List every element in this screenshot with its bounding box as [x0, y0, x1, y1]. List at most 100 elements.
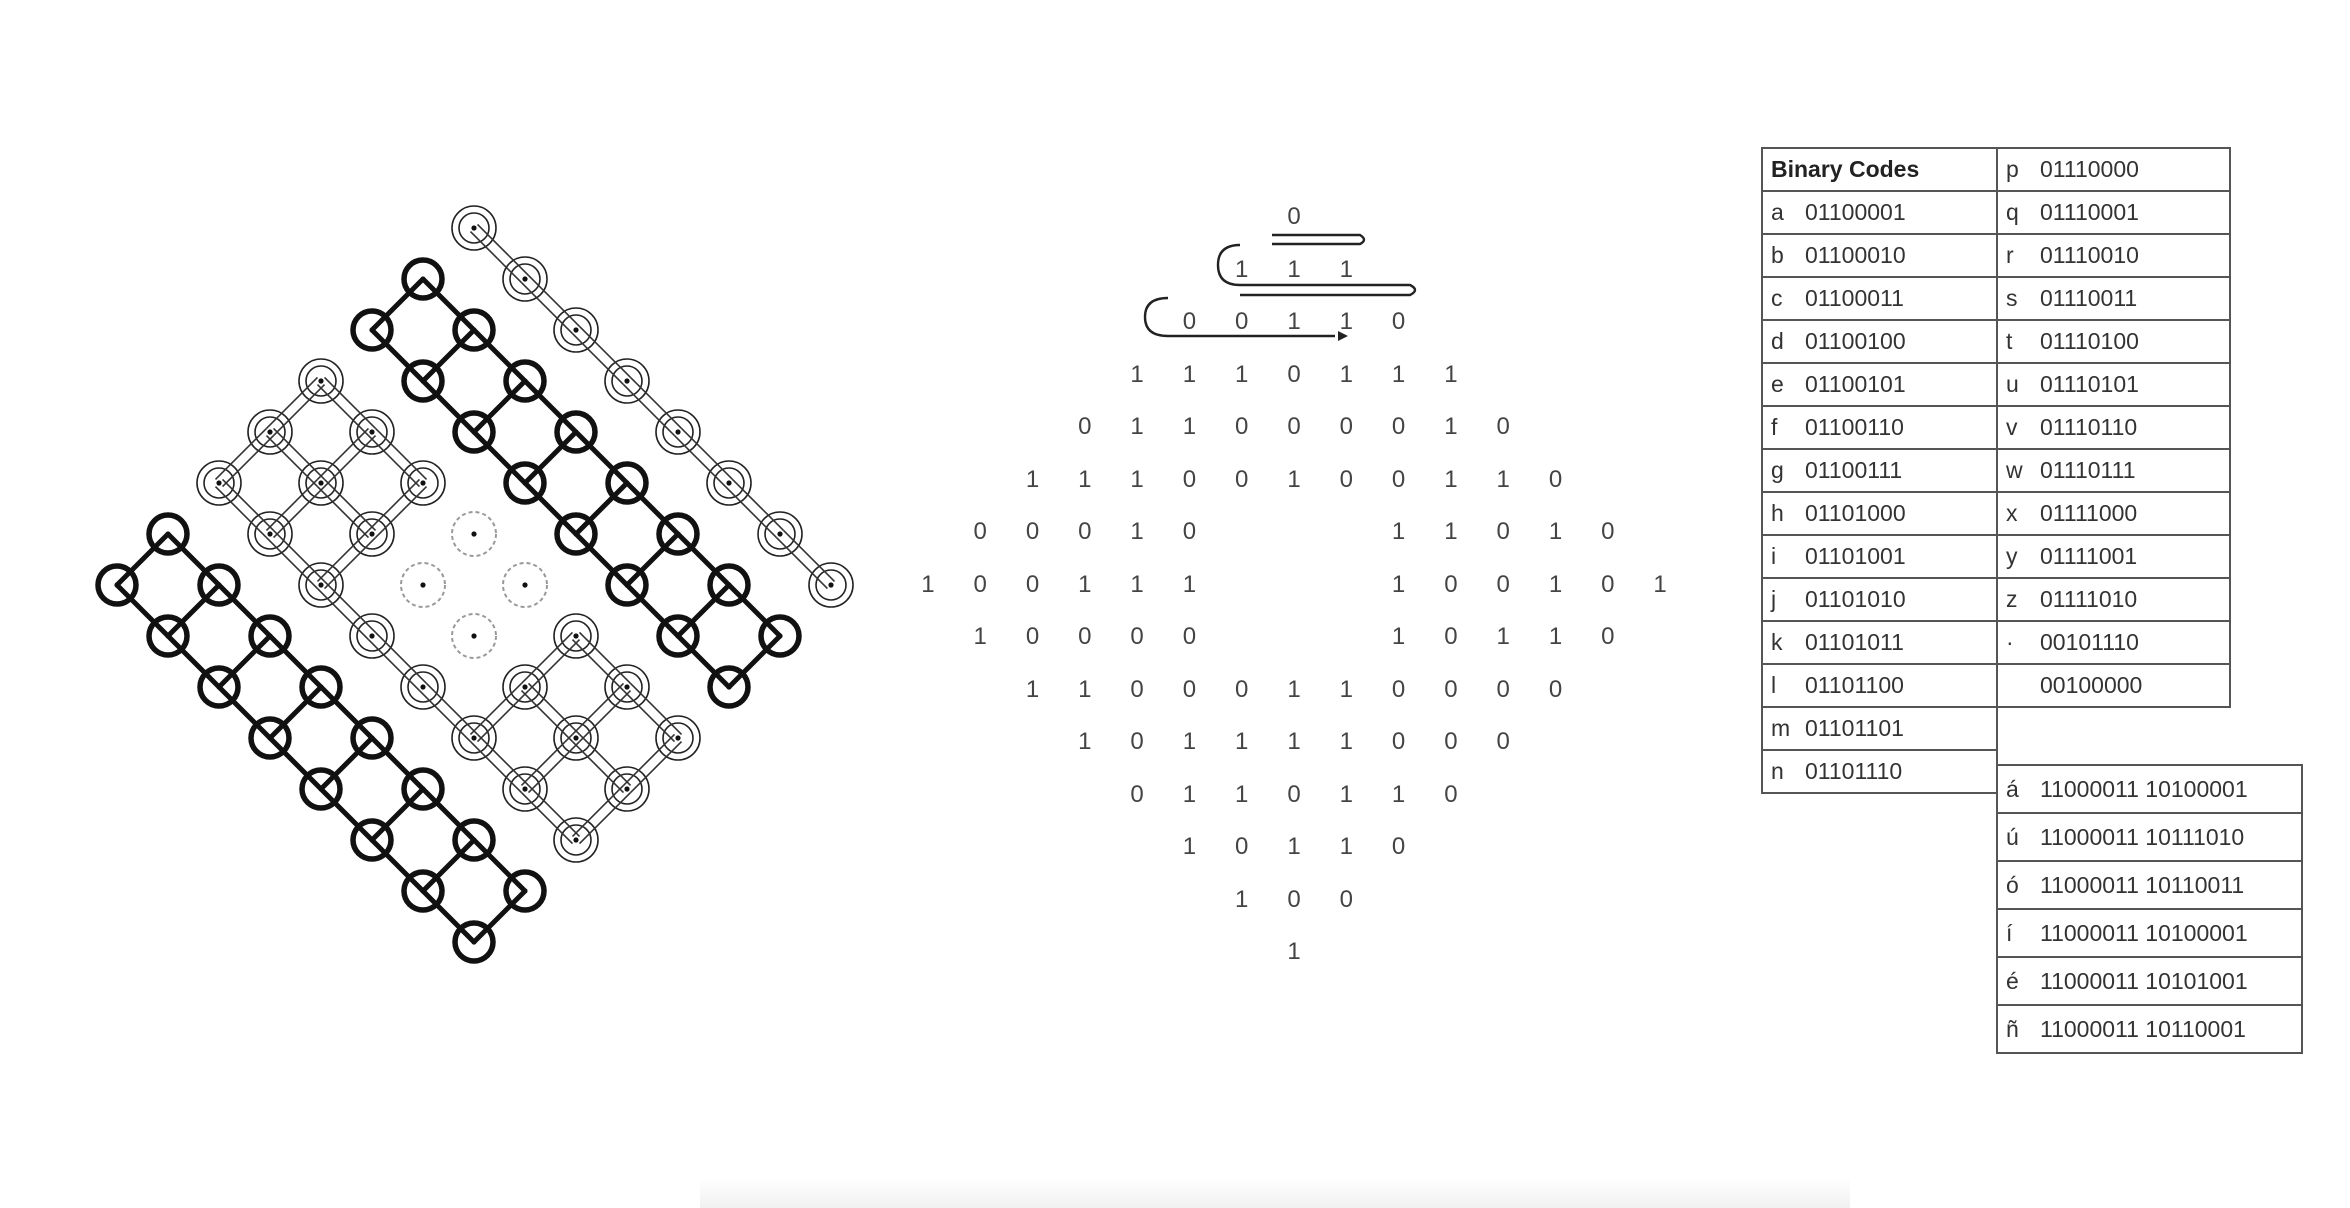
- double-loop: [254, 416, 286, 448]
- double-strand: [323, 376, 377, 430]
- kolam-dot: [828, 582, 834, 588]
- double-strand: [578, 689, 632, 743]
- thick-loop: [146, 512, 190, 556]
- letter: j: [1771, 586, 1777, 612]
- code-cell: 00100000: [1996, 663, 2231, 708]
- binary-digit: 0: [1496, 518, 1510, 545]
- code-cell: é 11000011 10101001: [1996, 956, 2303, 1006]
- kolam-pattern: [95, 205, 854, 964]
- kolam-dot: [573, 735, 579, 741]
- binary-digit: 1: [1130, 413, 1144, 440]
- letter: ú: [2006, 823, 2019, 850]
- binary-digit: 1: [1391, 780, 1406, 808]
- double-loop: [560, 620, 592, 652]
- table-row: f 01100110 v 01110110: [1761, 405, 2231, 450]
- thick-loop: [452, 818, 496, 862]
- double-loop: [611, 365, 643, 397]
- binary-digit: 1: [1444, 518, 1458, 545]
- kolam-dot: [522, 786, 528, 792]
- thick-loop: [707, 563, 751, 607]
- letter: f: [1771, 414, 1778, 440]
- binary-digit: 0: [1182, 465, 1197, 493]
- double-loop: [553, 613, 599, 659]
- binary-digit: 1: [1182, 413, 1197, 440]
- double-loop: [458, 212, 490, 244]
- code-cell: a 01100001: [1761, 190, 1998, 235]
- table-row: d 01100100 t 01110100: [1761, 319, 2231, 364]
- thick-strand: [268, 634, 323, 689]
- binary-code: 01101110: [1805, 758, 1903, 784]
- binary-digit: 1: [1287, 728, 1301, 755]
- letter: á: [2006, 775, 2019, 802]
- binary-digit: 0: [1287, 413, 1301, 440]
- double-strand: [221, 434, 275, 488]
- code-cell: ú 11000011 10111010: [1996, 812, 2303, 862]
- table-row: e 01100101 u 01110101: [1761, 362, 2231, 407]
- binary-digit: 0: [1130, 780, 1144, 808]
- double-loop: [356, 620, 388, 652]
- double-loop: [298, 460, 344, 506]
- letter: z: [2006, 586, 2018, 612]
- binary-code: 01110010: [2040, 242, 2139, 268]
- binary-digit: 1: [1025, 465, 1040, 493]
- double-loop: [611, 773, 643, 805]
- binary-digit: 1: [1444, 465, 1458, 493]
- code-cell: z 01111010: [1996, 577, 2231, 622]
- binary-digit: 1: [1391, 570, 1406, 598]
- double-strand: [323, 580, 377, 634]
- binary-code: 01101000: [1805, 500, 1906, 526]
- letter: s: [2006, 285, 2018, 311]
- double-strand: [367, 638, 421, 692]
- binary-code: 01101100: [1805, 672, 1904, 698]
- kolam-dot: [471, 531, 477, 537]
- binary-digit: 0: [1548, 465, 1563, 493]
- double-strand: [571, 332, 625, 386]
- double-loop: [604, 664, 650, 710]
- binary-digit: 1: [1235, 885, 1249, 913]
- double-strand: [316, 383, 370, 437]
- letter: t: [2006, 328, 2013, 354]
- thick-strand: [421, 277, 476, 332]
- thick-strand: [217, 583, 272, 638]
- double-strand: [374, 631, 428, 685]
- table-row: c 01100011 s 01110011: [1761, 276, 2231, 321]
- double-strand: [520, 733, 574, 787]
- binary-digit: 1: [1339, 360, 1353, 388]
- double-strand: [571, 638, 625, 692]
- table-row: i 01101001 y 01111001: [1761, 534, 2231, 579]
- double-loop: [502, 256, 548, 302]
- letter: c: [1771, 285, 1783, 311]
- double-strand: [265, 376, 319, 430]
- code-cell: q 01110001: [1996, 190, 2231, 235]
- double-loop: [509, 773, 541, 805]
- code-cell: í 11000011 10100001: [1996, 908, 2303, 958]
- thick-strand: [115, 583, 170, 638]
- thick-strand: [421, 889, 476, 944]
- table-row: á 11000011 10100001: [1996, 764, 2303, 814]
- code-cell: ñ 11000011 10110001: [1996, 1004, 2303, 1054]
- double-strand: [673, 434, 727, 488]
- binary-digit: 0: [1182, 308, 1197, 335]
- double-strand: [374, 485, 428, 539]
- binary-digit: 1: [973, 623, 987, 650]
- binary-digit: 0: [1339, 465, 1353, 493]
- binary-digit: 0: [1444, 728, 1458, 755]
- thick-strand: [472, 889, 527, 944]
- kolam-dot: [522, 276, 528, 282]
- binary-digit: 0: [1025, 623, 1040, 650]
- double-strand: [323, 536, 377, 590]
- binary-digit: 1: [1182, 728, 1197, 755]
- kolam-dot: [369, 633, 375, 639]
- thick-strand: [472, 379, 527, 434]
- binary-digit: 0: [1339, 885, 1353, 913]
- letter: m: [1771, 715, 1791, 741]
- double-loop: [611, 671, 643, 703]
- binary-digit: 1: [1391, 360, 1406, 388]
- double-strand: [527, 740, 581, 794]
- binary-digit: 1: [1130, 570, 1144, 598]
- kolam-dot: [420, 480, 426, 486]
- letter: i: [1771, 543, 1777, 569]
- double-loop: [553, 817, 599, 863]
- double-strand: [469, 230, 523, 284]
